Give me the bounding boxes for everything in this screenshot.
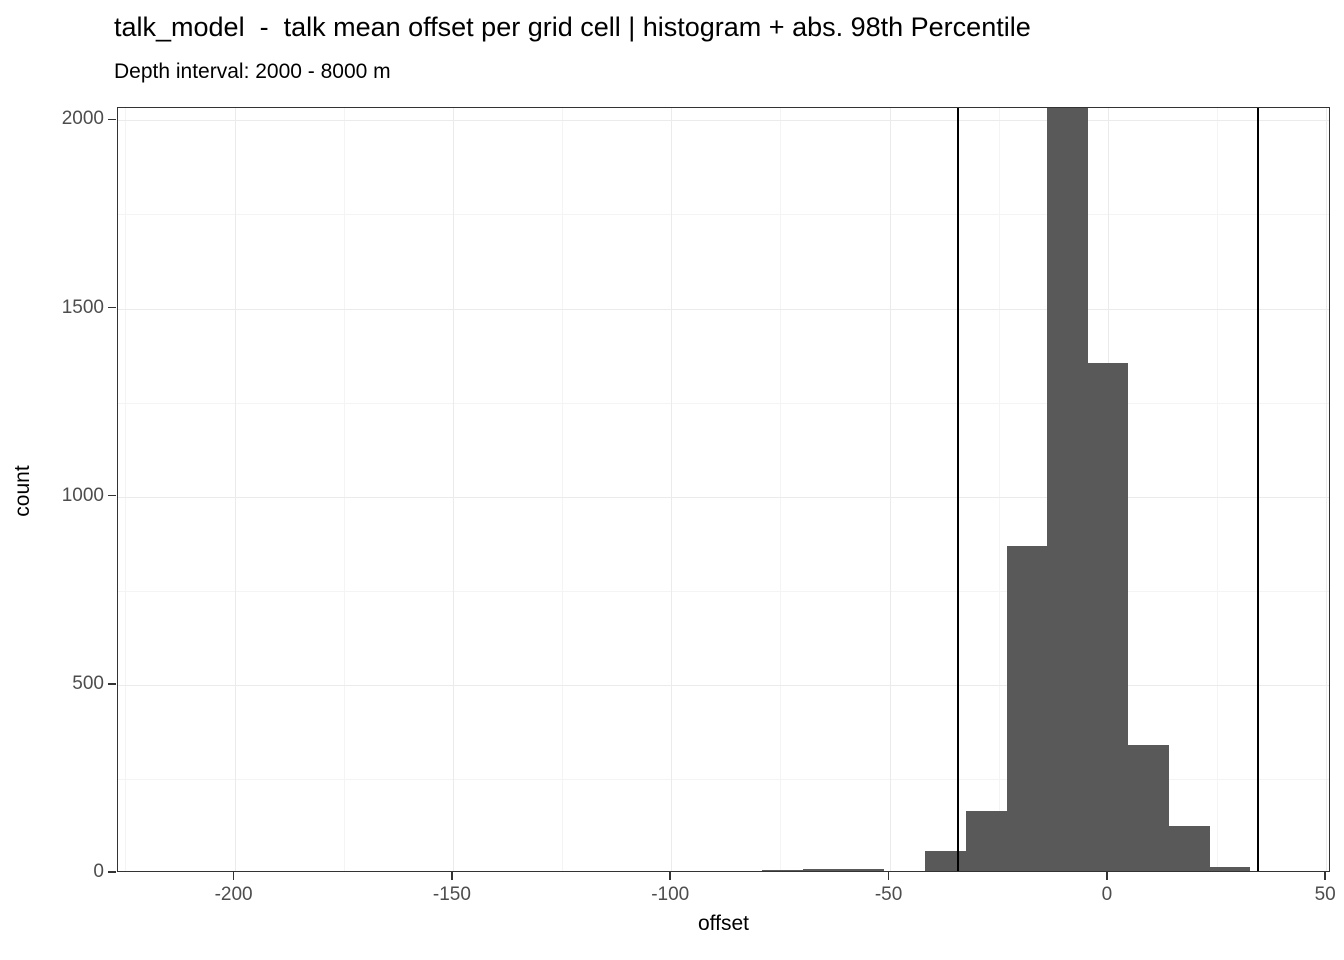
gridline-y-minor — [118, 590, 1329, 592]
y-axis-title: count — [11, 465, 34, 517]
x-tick-label: 50 — [1314, 884, 1336, 905]
histogram-bar — [681, 871, 722, 872]
y-tick-mark — [108, 306, 116, 309]
histogram-bar — [1128, 745, 1169, 871]
histogram-bar — [884, 870, 925, 871]
x-tick-label: -100 — [651, 884, 690, 905]
histogram-bar — [1209, 866, 1251, 871]
histogram-bar — [965, 810, 1007, 871]
histogram-bar — [721, 871, 762, 872]
plot-title: talk_model - talk mean offset per grid c… — [114, 12, 1031, 42]
y-tick-label: 0 — [93, 861, 104, 882]
x-tick-mark — [887, 872, 890, 880]
y-tick-label: 2000 — [61, 108, 104, 130]
histogram-bar — [803, 868, 844, 871]
histogram-bar — [1047, 108, 1088, 871]
x-tick-mark — [1106, 872, 1108, 880]
percentile-line — [1257, 108, 1260, 871]
histogram-bar — [924, 851, 966, 871]
x-tick-label: -150 — [432, 884, 471, 905]
gridline-x-minor — [998, 108, 1000, 871]
y-tick-mark — [108, 683, 116, 685]
gridline-y-minor — [118, 214, 1329, 216]
percentile-line — [956, 108, 959, 871]
x-axis-title: offset — [698, 912, 749, 935]
gridline-y-minor — [118, 778, 1329, 780]
y-tick-label: 1500 — [61, 296, 104, 318]
x-tick-mark — [451, 872, 453, 880]
plot-subtitle: Depth interval: 2000 - 8000 m — [114, 60, 391, 83]
gridline-x-minor — [780, 108, 782, 871]
gridline-x-minor — [125, 108, 127, 871]
y-tick-label: 1000 — [61, 484, 104, 506]
gridline-x-major — [889, 108, 891, 871]
gridline-y-major — [118, 120, 1329, 122]
x-tick-label: -200 — [214, 884, 253, 905]
y-tick-mark — [108, 494, 116, 497]
gridline-x-minor — [1217, 108, 1219, 871]
gridline-y-major — [118, 684, 1329, 686]
y-tick-label: 500 — [72, 672, 104, 694]
gridline-y-minor — [118, 402, 1329, 404]
histogram-bar — [1087, 363, 1129, 871]
gridline-x-minor — [562, 108, 564, 871]
histogram-bar — [1006, 545, 1048, 871]
x-tick-mark — [1324, 872, 1326, 880]
gridline-x-major — [671, 108, 673, 871]
gridline-x-major — [234, 108, 236, 871]
y-tick-mark — [108, 871, 116, 873]
y-tick-mark — [108, 118, 116, 121]
chart-panel — [117, 107, 1330, 872]
gridline-x-major — [452, 108, 454, 871]
gridline-x-major — [1326, 108, 1328, 871]
x-tick-label: 0 — [1101, 884, 1113, 905]
x-tick-label: -50 — [874, 884, 903, 905]
gridline-y-major — [118, 496, 1329, 498]
gridline-x-minor — [343, 108, 345, 871]
x-tick-mark — [669, 872, 671, 880]
gridline-y-major — [118, 308, 1329, 310]
histogram-bar — [1169, 825, 1210, 871]
histogram-bar — [762, 870, 804, 871]
x-tick-mark — [232, 872, 235, 880]
histogram-bar — [843, 868, 885, 871]
